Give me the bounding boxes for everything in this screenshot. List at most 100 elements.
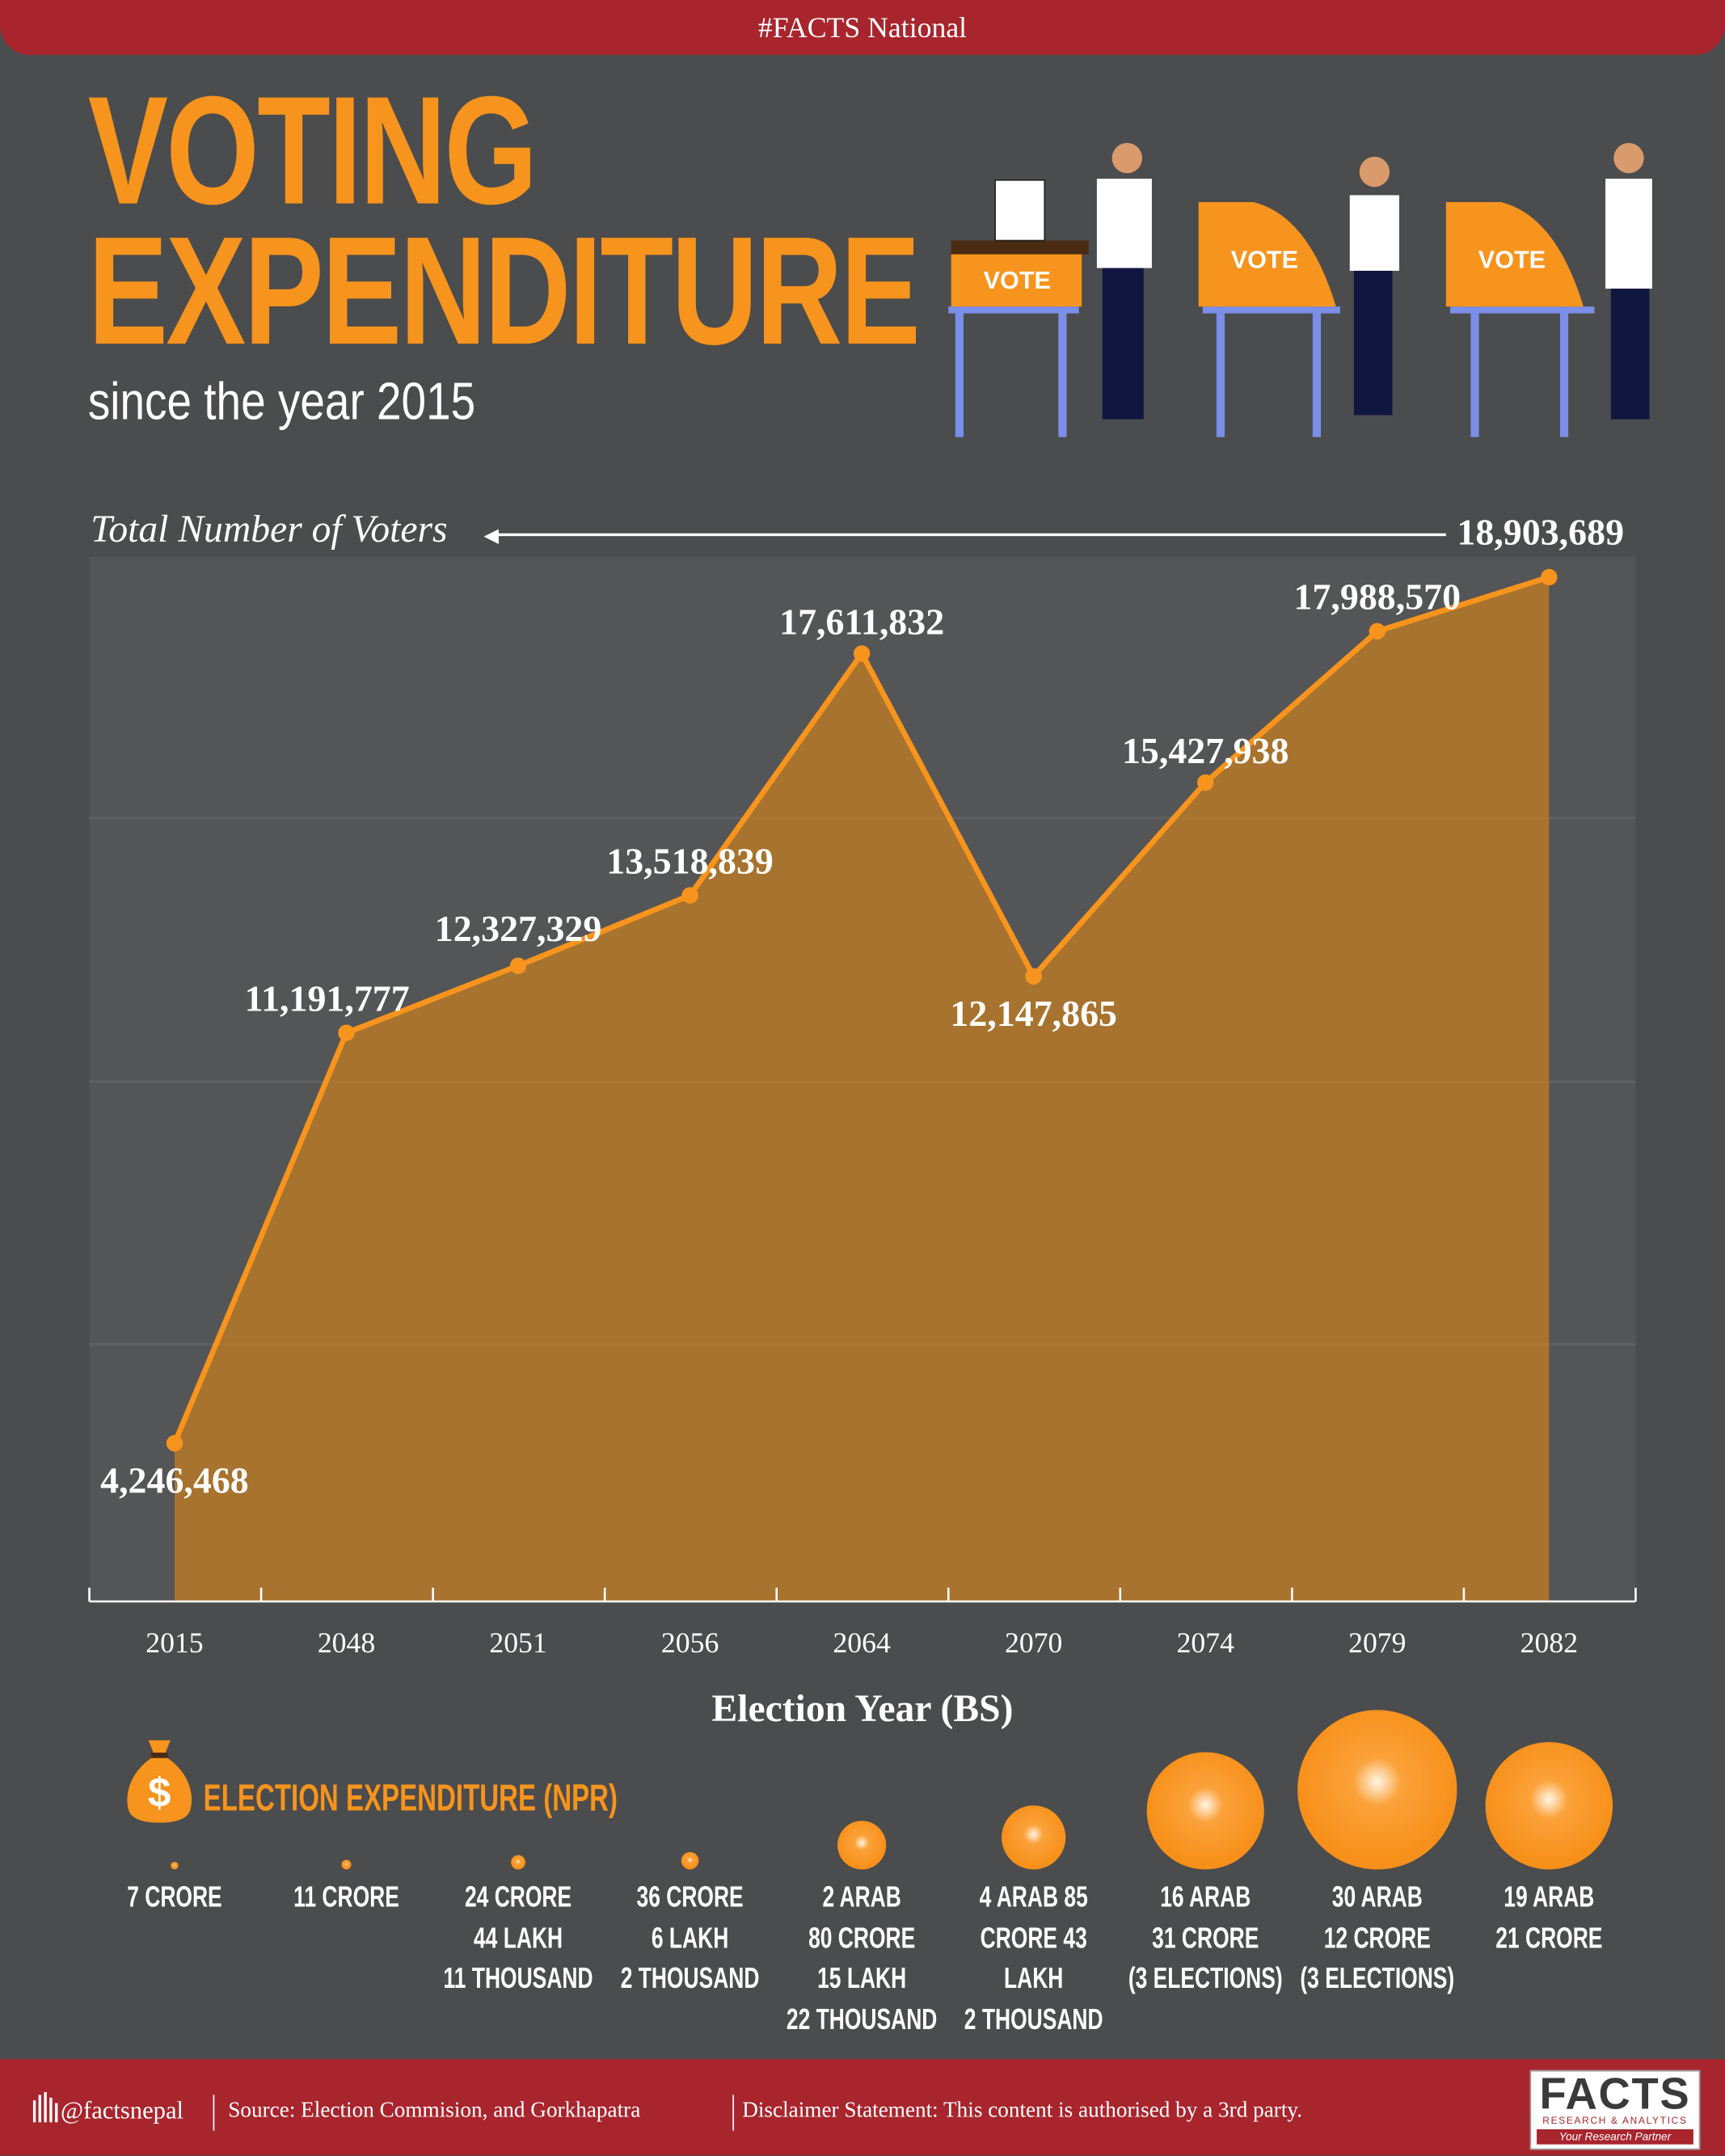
expenditure-bubble — [681, 1851, 699, 1870]
expenditure-label: 19 ARAB 21 CRORE — [1468, 1878, 1630, 1959]
divider — [732, 2095, 735, 2131]
expenditure-label: 24 CRORE 44 LAKH 11 THOUSAND — [437, 1878, 599, 1999]
social-handle[interactable]: @factsnepal — [60, 2096, 184, 2124]
expenditure-bubble — [837, 1821, 887, 1870]
expenditure-label-line: 80 CRORE — [808, 1922, 916, 1955]
data-point — [1369, 622, 1386, 640]
data-label: 4,246,468 — [100, 1460, 249, 1501]
expenditure-bubble — [341, 1859, 352, 1870]
data-label: 12,147,865 — [950, 993, 1117, 1034]
x-tick-label: 2079 — [1348, 1626, 1406, 1659]
arrow-line — [497, 533, 1446, 536]
expenditure-bubble — [1297, 1710, 1457, 1870]
x-axis-title: Election Year (BS) — [711, 1688, 1014, 1731]
expenditure-title: ELECTION EXPENDITURE (NPR) — [203, 1777, 618, 1819]
data-point — [338, 1024, 355, 1041]
footer-bar — [0, 2059, 1725, 2156]
x-tick-label: 2051 — [489, 1626, 546, 1659]
expenditure-bubble — [1146, 1752, 1264, 1870]
booth-label: VOTE — [1231, 247, 1298, 274]
subtitle: since the year 2015 — [87, 373, 476, 432]
expenditure-label: 36 CRORE 6 LAKH 2 THOUSAND — [609, 1878, 771, 1999]
money-bag-icon: $ — [127, 1740, 192, 1823]
expenditure-label: 11 CRORE — [265, 1878, 428, 1918]
expenditure-label: 4 ARAB 85 CRORE 43 LAKH 2 THOUSAND — [952, 1878, 1115, 2040]
expenditure-label-line: 11 CRORE — [293, 1881, 399, 1913]
logo-text: FACTS — [1539, 2070, 1691, 2119]
expenditure-label-line: 22 THOUSAND — [786, 2003, 938, 2036]
expenditure-label: 30 ARAB 12 CRORE (3 ELECTIONS) — [1296, 1878, 1458, 1999]
data-label: 13,518,839 — [606, 840, 774, 881]
booth-label: VOTE — [1478, 247, 1546, 274]
x-tick-label: 2048 — [318, 1626, 375, 1659]
expenditure-label: 2 ARAB 80 CRORE 15 LAKH 22 THOUSAND — [780, 1878, 943, 2040]
expenditure-label-line: (3 ELECTIONS) — [1128, 1963, 1283, 1995]
expenditure-bubble — [1485, 1742, 1613, 1870]
data-point — [681, 887, 698, 904]
x-tick-label: 2070 — [1005, 1626, 1062, 1659]
expenditure-label-line: 24 CRORE — [464, 1881, 572, 1913]
expenditure-label-line: 16 ARAB — [1160, 1881, 1251, 1913]
svg-text:$: $ — [148, 1769, 171, 1815]
x-tick-label: 2015 — [146, 1626, 203, 1659]
expenditure-label: 16 ARAB 31 CRORE (3 ELECTIONS) — [1124, 1878, 1287, 1999]
expenditure-label-line: 30 ARAB — [1331, 1881, 1423, 1913]
disclaimer-text: Disclaimer Statement: This content is au… — [742, 2099, 1303, 2123]
top-banner: #FACTS National — [0, 0, 1725, 56]
expenditure-label-line: 21 CRORE — [1495, 1922, 1603, 1955]
expenditure-bubble — [511, 1854, 525, 1870]
data-label: 17,988,570 — [1294, 576, 1461, 618]
expenditure-label-line: 6 LAKH — [651, 1922, 729, 1955]
expenditure-label-line: (3 ELECTIONS) — [1300, 1963, 1455, 1995]
expenditure-label-line: CRORE 43 — [980, 1922, 1087, 1955]
person-1-icon — [1096, 142, 1152, 420]
expenditure-label-line: 31 CRORE — [1152, 1922, 1259, 1955]
x-tick-label: 2074 — [1177, 1626, 1235, 1659]
x-tick-label: 2064 — [833, 1626, 891, 1659]
expenditure-label-line: 7 CRORE — [127, 1881, 222, 1913]
expenditure-label-line: 4 ARAB 85 — [979, 1881, 1088, 1913]
booth-label: VOTE — [984, 267, 1051, 294]
data-point — [166, 1435, 183, 1452]
data-label: 11,191,777 — [245, 977, 410, 1019]
expenditure-label-line: 44 LAKH — [473, 1922, 563, 1955]
arrow-left-icon: ◀ — [483, 523, 499, 546]
expenditure-label-line: 2 ARAB — [822, 1881, 901, 1913]
bar-chart-icon — [32, 2092, 58, 2123]
data-label: 15,427,938 — [1122, 730, 1289, 771]
x-tick-label: 2082 — [1520, 1626, 1578, 1659]
data-point — [509, 957, 527, 974]
divider — [213, 2095, 215, 2131]
expenditure-bubble — [171, 1862, 179, 1870]
facts-logo: FACTS RESEARCH & ANALYTICS Your Research… — [1529, 2070, 1701, 2150]
data-point — [1025, 968, 1042, 985]
source-text: Source: Election Commision, and Gorkhapa… — [228, 2099, 641, 2123]
data-label: 12,327,329 — [435, 908, 602, 949]
y-axis-label: Total Number of Voters — [91, 508, 448, 551]
expenditure-label-line: 2 THOUSAND — [620, 1963, 760, 1995]
logo-tagline: Your Research Partner — [1537, 2129, 1693, 2145]
person-3-icon — [1605, 142, 1652, 420]
expenditure-label-line: 12 CRORE — [1323, 1922, 1431, 1955]
logo-subtext: RESEARCH & ANALYTICS — [1542, 2116, 1688, 2127]
expenditure-bubble — [1002, 1805, 1066, 1870]
data-point — [853, 645, 871, 662]
expenditure-label-line: 15 LAKH — [817, 1963, 907, 1995]
data-label-last: 18,903,689 — [1457, 511, 1625, 553]
expenditure-label: 7 CRORE — [93, 1878, 255, 1918]
expenditure-label-line: 19 ARAB — [1504, 1881, 1595, 1913]
area-fill — [174, 576, 1550, 1601]
x-tick-label: 2056 — [661, 1626, 719, 1659]
data-point — [1541, 568, 1558, 586]
title-line-1: VOTING — [87, 64, 538, 237]
title-line-2: EXPENDITURE — [87, 205, 921, 377]
data-label: 17,611,832 — [779, 601, 944, 643]
expenditure-label-line: LAKH — [1003, 1963, 1064, 1995]
expenditure-label-line: 36 CRORE — [636, 1881, 744, 1913]
voting-booths-illustration: VOTE VOTE VOTE — [948, 142, 1652, 437]
data-point — [1197, 774, 1214, 791]
expenditure-label-line: 11 THOUSAND — [443, 1963, 593, 1995]
person-2-icon — [1349, 156, 1400, 416]
